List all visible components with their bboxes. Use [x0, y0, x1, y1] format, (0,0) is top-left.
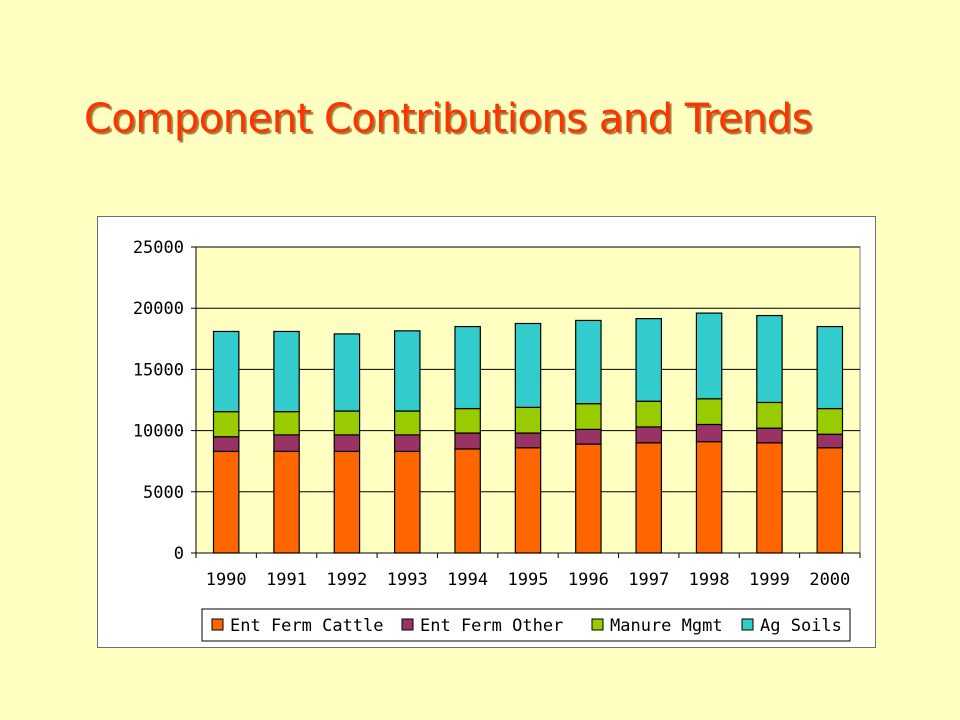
y-tick-label: 10000: [133, 422, 184, 442]
bar-segment: [635, 318, 663, 402]
bar-segment: [393, 410, 421, 436]
legend: [201, 608, 851, 642]
bar-segment: [756, 427, 783, 444]
legend-label: Ent Ferm Other: [420, 616, 563, 636]
bar-segment: [212, 411, 240, 438]
bar-segment: [273, 450, 300, 554]
chart-area: 0 5000 10000 15000 20000 25000 1990 1991 1992 199…: [97, 216, 876, 648]
bar-segment: [454, 448, 481, 554]
bar-segment: [393, 450, 421, 554]
bar-segment: [333, 410, 361, 436]
bar-segment: [454, 432, 481, 450]
x-tick-label: 1996: [568, 570, 609, 590]
x-tick-label: 1993: [387, 570, 428, 590]
bar-segment: [575, 319, 602, 405]
bar-segment: [756, 314, 783, 404]
bar-segment: [575, 403, 602, 430]
y-tick-label: 15000: [133, 360, 184, 380]
legend-label: Manure Mgmt: [610, 616, 723, 636]
bar-segment: [514, 432, 542, 449]
bar-segment: [816, 407, 844, 435]
x-tick-label: 1999: [749, 570, 790, 590]
bar-segment: [756, 442, 783, 554]
x-tick-label: 1991: [266, 570, 307, 590]
stacked-bar-chart: 0 5000 10000 15000 20000 25000 1990 1991 1992 199…: [133, 238, 861, 642]
x-tick-label: 1990: [206, 570, 247, 590]
bar-segment: [635, 426, 663, 444]
bar-segment: [273, 411, 300, 436]
bar-segment: [816, 433, 844, 449]
legend-swatch: [591, 618, 604, 631]
bar-segment: [333, 333, 361, 412]
legend-label: Ent Ferm Cattle: [230, 616, 384, 636]
y-tick-label: 0: [174, 544, 184, 564]
bar-segment: [695, 423, 723, 443]
y-tick-label: 20000: [133, 299, 184, 319]
bar-segment: [212, 450, 240, 554]
bar-segment: [454, 407, 481, 434]
bar-segment: [816, 325, 844, 410]
bar-segment: [635, 442, 663, 554]
bar-segment: [575, 443, 602, 554]
y-tick-label: 5000: [143, 483, 184, 503]
bar-segment: [393, 434, 421, 453]
bar-segment: [393, 330, 421, 412]
legend-swatch: [401, 618, 414, 631]
bar-segment: [575, 428, 602, 445]
bar-segment: [273, 330, 300, 413]
x-tick-label: 1992: [326, 570, 367, 590]
bar-segment: [273, 434, 300, 453]
x-tick-label: 2000: [809, 570, 850, 590]
x-tick-label: 1995: [508, 570, 549, 590]
bar-segment: [212, 436, 240, 453]
x-tick-label: 1994: [447, 570, 488, 590]
bar-segment: [695, 312, 723, 400]
legend-swatch: [741, 618, 754, 631]
bar-segment: [514, 322, 542, 408]
x-tick-label: 1997: [628, 570, 669, 590]
bar-segment: [756, 401, 783, 429]
x-tick-label: 1998: [689, 570, 730, 590]
bar-segment: [333, 434, 361, 453]
bar-segment: [514, 406, 542, 434]
bar-segment: [212, 330, 240, 413]
bar-segment: [695, 398, 723, 426]
bar-segment: [333, 450, 361, 554]
bar-segment: [695, 441, 723, 554]
legend-label: Ag Soils: [760, 616, 842, 636]
bar-segment: [816, 447, 844, 554]
y-tick-label: 25000: [133, 238, 184, 258]
bar-segment: [635, 400, 663, 428]
bar-segment: [514, 447, 542, 554]
legend-swatch: [211, 618, 224, 631]
bar-segment: [454, 325, 481, 410]
slide-title: Component Contributions and Trends: [84, 96, 813, 142]
